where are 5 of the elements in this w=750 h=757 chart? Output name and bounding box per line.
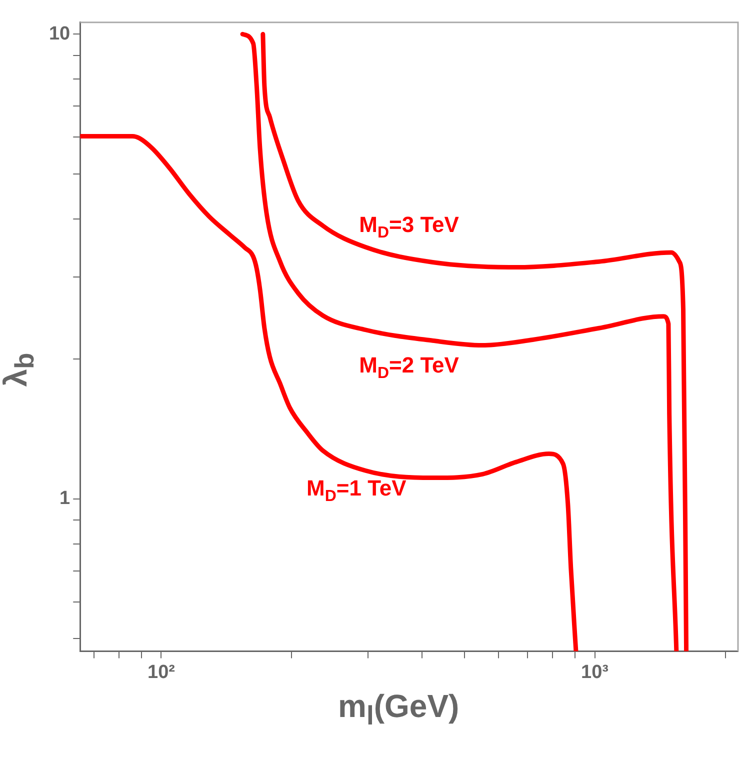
x-tick-label: 10³ [581, 662, 608, 683]
x-tick-label: 10² [148, 662, 175, 683]
x-axis-title: m$_{l}$(GeV) [338, 688, 460, 732]
y-tick-label: 10 [48, 23, 70, 44]
y-tick-label: 1 [60, 488, 71, 510]
